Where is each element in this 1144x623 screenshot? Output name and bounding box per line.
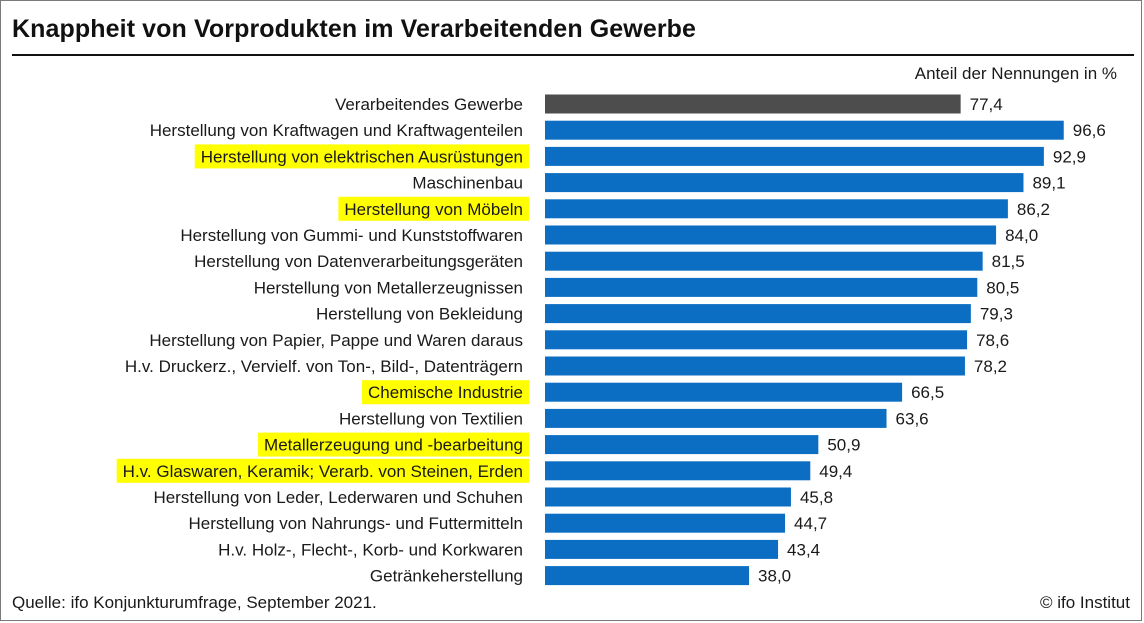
category-label: Herstellung von Metallerzeugnissen [254,278,523,297]
value-label: 78,6 [976,331,1009,350]
bar [545,225,997,245]
category-label: Herstellung von Nahrungs- und Futtermitt… [189,514,524,533]
bar [545,277,978,297]
bar [545,356,965,376]
bar-chart: Verarbeitendes Gewerbe 77,4 Herstellung vo… [116,94,1106,586]
bar [545,513,786,533]
category-highlight [362,380,529,405]
unit-label: Anteil der Nennungen in % [914,64,1117,83]
bar [545,382,903,402]
bar [545,566,750,586]
value-label: 81,5 [992,252,1025,271]
value-label: 38,0 [758,567,791,586]
value-label: 49,4 [819,462,852,481]
bar [545,408,887,428]
value-label: 66,5 [911,383,944,402]
category-label: Metallerzeugung und -bearbeitung [264,436,523,455]
value-label: 50,9 [827,436,860,455]
bar [545,539,779,559]
bar [545,461,811,481]
category-label: H.v. Druckerz., Vervielf. von Ton-, Bild… [125,357,523,376]
value-label: 44,7 [794,514,827,533]
category-label: Herstellung von Datenverarbeitungsgeräte… [194,252,523,271]
category-label: H.v. Holz-, Flecht-, Korb- und Korkwaren [218,540,523,559]
category-highlight [116,458,529,483]
category-highlight [338,196,529,221]
category-highlight [258,432,529,457]
category-label: Herstellung von Leder, Lederwaren und Sc… [153,488,523,507]
category-label: Maschinenbau [412,174,523,193]
category-label: Herstellung von Möbeln [344,200,523,219]
bar [545,146,1044,166]
title-divider [12,54,1134,56]
bar [545,173,1024,193]
value-label: 92,9 [1053,147,1086,166]
value-label: 79,3 [980,305,1013,324]
value-label: 43,4 [787,540,820,559]
bar [545,330,968,350]
category-label: Verarbeitendes Gewerbe [335,95,523,114]
total-bar [545,94,961,114]
category-label: Getränkeherstellung [370,567,523,586]
category-label: Herstellung von Papier, Pappe und Waren … [149,331,523,350]
chart-title: Knappheit von Vorprodukten im Verarbeite… [12,15,697,43]
category-highlight [194,144,529,169]
category-label: Herstellung von Bekleidung [316,305,523,324]
value-label: 45,8 [800,488,833,507]
value-label: 86,2 [1017,200,1050,219]
copyright-credit: © ifo Institut [1039,593,1130,612]
category-label: Herstellung von Gummi- und Kunststoffwar… [180,226,523,245]
value-label: 77,4 [970,95,1003,114]
value-label: 63,6 [896,409,929,428]
value-label: 78,2 [974,357,1007,376]
category-label: H.v. Glaswaren, Keramik; Verarb. von Ste… [123,462,523,481]
bar [545,435,819,455]
category-label: Herstellung von Kraftwagen und Kraftwage… [150,121,523,140]
category-label: Chemische Industrie [368,383,523,402]
value-label: 89,1 [1032,174,1065,193]
bar [545,487,791,507]
bar [545,304,971,324]
bar [545,199,1008,219]
value-label: 96,6 [1073,121,1106,140]
category-label: Herstellung von Textilien [339,409,523,428]
bar [545,120,1064,140]
bar [545,251,983,271]
value-label: 80,5 [986,278,1019,297]
source-note: Quelle: ifo Konjunkturumfrage, September… [12,593,377,612]
value-label: 84,0 [1005,226,1038,245]
category-label: Herstellung von elektrischen Ausrüstunge… [201,147,523,166]
